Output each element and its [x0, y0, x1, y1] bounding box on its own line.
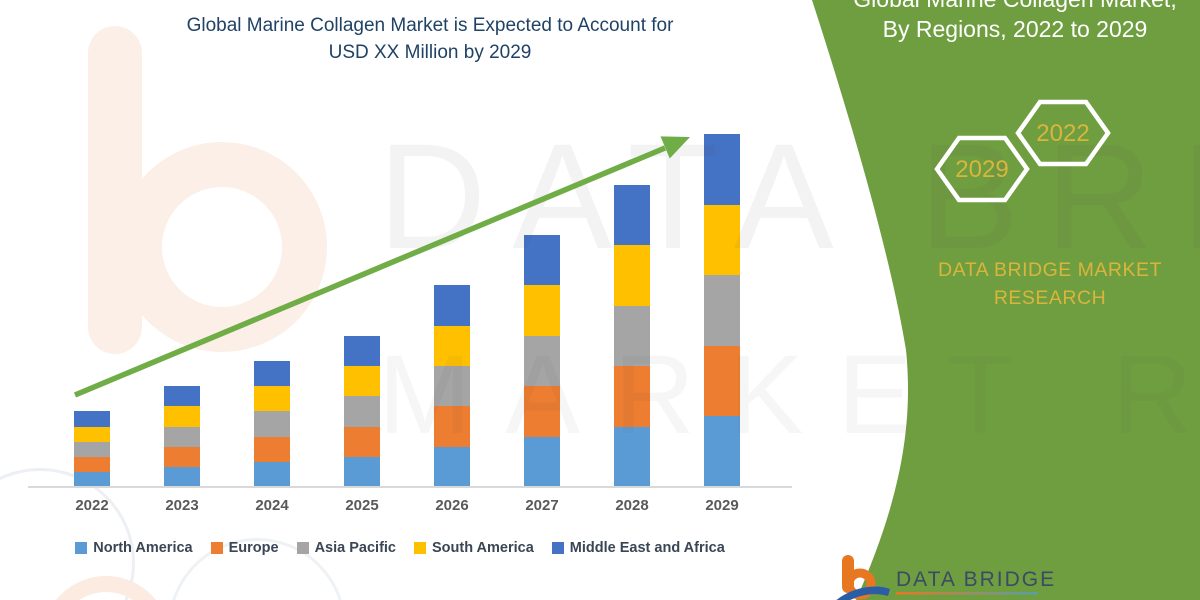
bar-2025-europe — [344, 426, 380, 457]
legend-label: North America — [93, 540, 193, 556]
legend-label: Europe — [228, 540, 279, 556]
chart-title: Global Marine Collagen Market is Expecte… — [90, 12, 770, 66]
chart-title-line2: USD XX Million by 2029 — [328, 42, 532, 63]
legend-item-south-america: South America — [414, 540, 534, 556]
x-tick-label-2027: 2027 — [525, 497, 559, 514]
legend-item-asia-pacific: Asia Pacific — [296, 540, 396, 556]
footer-logo-subtitle: MARKET RESEARCH — [896, 597, 1078, 600]
x-tick-label-2028: 2028 — [615, 497, 649, 514]
bar-2024-europe — [254, 436, 290, 462]
x-tick-label-2023: 2023 — [165, 497, 199, 514]
bar-2027-north-america — [524, 436, 560, 487]
bar-2023-asia-pacific — [164, 426, 200, 447]
x-tick-label-2029: 2029 — [705, 497, 739, 514]
logo-swoosh — [836, 586, 890, 600]
chart-legend: North America Europe Asia Pacific South Ame… — [30, 540, 770, 556]
bar-2022-north-america — [74, 471, 110, 487]
panel-brand-line2: RESEARCH — [993, 287, 1107, 309]
panel-title-line1: Global Marine Collagen Market, — [840, 0, 1190, 14]
legend-swatch — [551, 542, 564, 554]
bar-2029-south-america — [704, 204, 740, 276]
panel-title: Global Marine Collagen Market, By Region… — [840, 0, 1190, 44]
panel-title-line2: By Regions, 2022 to 2029 — [882, 16, 1148, 42]
bar-2022-south-america — [74, 426, 110, 442]
legend-item-north-america: North America — [75, 540, 193, 556]
bar-2022-europe — [74, 456, 110, 472]
bar-2023-north-america — [164, 466, 200, 487]
bar-2024-asia-pacific — [254, 411, 290, 437]
panel-brand-text: DATA BRIDGE MARKET RESEARCH — [900, 256, 1200, 312]
legend-swatch — [296, 542, 309, 554]
bar-2029 — [704, 134, 740, 487]
bar-2022-middle-east-and-africa — [74, 411, 110, 427]
x-tick-label-2025: 2025 — [345, 497, 379, 514]
panel-brand-line1: DATA BRIDGE MARKET — [938, 259, 1162, 281]
bar-2028-north-america — [614, 426, 650, 487]
bar-2029-asia-pacific — [704, 275, 740, 346]
footer-logo-divider — [896, 592, 1038, 595]
x-axis-line — [28, 486, 792, 488]
legend-swatch — [210, 542, 223, 554]
bar-2025-north-america — [344, 456, 380, 487]
legend-swatch — [414, 542, 426, 554]
legend-item-middle-east-and-africa: Middle East and Africa — [551, 540, 725, 556]
footer-logo-title: DATA BRIDGE — [896, 568, 1056, 591]
footer-logo: DATA BRIDGE MARKET RESEARCH — [836, 555, 1078, 600]
bar-2029-europe — [704, 345, 740, 417]
legend-label: Asia Pacific — [314, 540, 396, 556]
bar-2022 — [74, 411, 110, 487]
chart-title-line1: Global Marine Collagen Market is Expecte… — [186, 15, 674, 36]
bar-2026-europe — [434, 406, 470, 447]
legend-swatch — [75, 542, 88, 554]
x-tick-label-2024: 2024 — [255, 497, 289, 514]
legend-label: South America — [432, 540, 534, 556]
bar-2022-asia-pacific — [74, 441, 110, 457]
legend-item-europe: Europe — [210, 540, 279, 556]
x-tick-label-2022: 2022 — [75, 497, 109, 514]
bar-2023-south-america — [164, 406, 200, 427]
legend-label: Middle East and Africa — [569, 540, 725, 556]
bar-2026-north-america — [434, 446, 470, 487]
bar-2025-asia-pacific — [344, 396, 380, 427]
bar-2029-north-america — [704, 416, 740, 487]
bar-2029-middle-east-and-africa — [704, 134, 740, 205]
bar-2023-europe — [164, 446, 200, 467]
x-tick-label-2026: 2026 — [435, 497, 469, 514]
bar-2024-north-america — [254, 461, 290, 487]
